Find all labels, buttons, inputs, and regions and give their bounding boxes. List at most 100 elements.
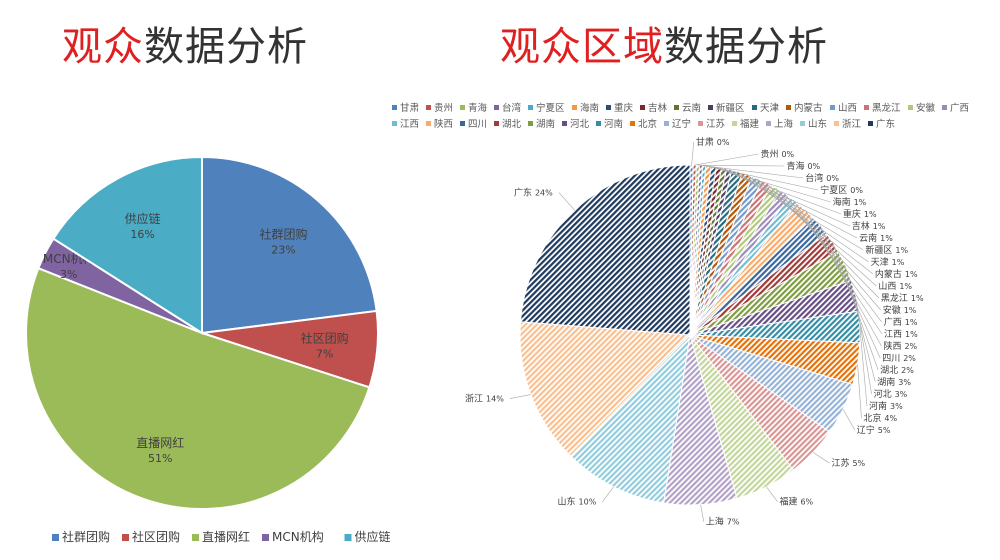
legend-marker: [460, 121, 465, 126]
slice-label: 吉林: [852, 220, 870, 232]
legend-label: 陕西: [434, 118, 453, 130]
slice-label: 贵州: [760, 148, 778, 160]
slice-label: 北京: [863, 412, 881, 424]
legend-label: 社区团购: [132, 529, 180, 544]
slice-label: 宁夏区: [820, 184, 847, 196]
slice-value: 1%: [854, 198, 867, 207]
slice-label: 新疆区: [865, 244, 892, 256]
leader-line: [602, 486, 614, 502]
slice-value: 7%: [727, 518, 740, 527]
legend-marker: [640, 105, 645, 110]
slice-label: 辽宁: [857, 424, 875, 436]
slice-label: 山东: [558, 496, 576, 508]
leader-line: [793, 199, 883, 335]
pie-slice-山东: [570, 333, 691, 504]
legend-marker: [674, 105, 679, 110]
legend-marker: [192, 534, 199, 541]
pie-slice-浙江: [519, 321, 692, 457]
legend-label: 北京: [638, 118, 657, 130]
legend-marker: [664, 121, 669, 126]
slice-value: 1%: [899, 282, 912, 291]
slice-label: 福建: [779, 496, 797, 508]
slice-value: 3%: [890, 402, 903, 411]
slice-value: 3%: [895, 390, 908, 399]
slice-label: 陕西: [883, 340, 901, 352]
legend-label: 山东: [808, 118, 827, 130]
legend-label: 广东: [876, 118, 895, 130]
leader-line: [857, 363, 862, 419]
slice-value: 1%: [892, 258, 905, 267]
leader-line: [697, 164, 785, 167]
leader-line: [859, 327, 868, 407]
slice-value: 1%: [873, 222, 886, 231]
slice-value: 0%: [807, 162, 820, 171]
right-chart-title: 观众区域数据分析: [500, 14, 828, 72]
slice-label: 青海: [786, 160, 804, 172]
legend-label: 浙江: [842, 118, 862, 130]
slice-label: 江西: [884, 329, 902, 340]
legend-marker: [868, 121, 873, 126]
legend-label: 湖南: [536, 118, 555, 130]
legend-label: 内蒙古: [794, 102, 823, 114]
legend-label: 社群团购: [62, 529, 110, 544]
slice-value: 7%: [316, 348, 333, 361]
legend-marker: [766, 121, 771, 126]
legend-marker: [392, 121, 397, 126]
leader-line: [812, 452, 830, 464]
legend-label: 广西: [950, 102, 969, 114]
slice-value: 1%: [904, 306, 917, 315]
leader-line: [746, 174, 874, 275]
legend-marker: [426, 121, 431, 126]
slice-value: 5%: [852, 459, 865, 468]
slice-label: 浙江: [465, 393, 483, 405]
slice-value: 2%: [901, 366, 914, 375]
pie-slice-社群团购: [201, 155, 378, 335]
left-chart-title: 观众数据分析: [62, 14, 308, 72]
legend-label: 河北: [570, 118, 590, 130]
slice-value: 0%: [781, 150, 794, 159]
slice-value: 0%: [850, 186, 863, 195]
legend-marker: [630, 121, 635, 126]
slice-value: 6%: [800, 498, 813, 507]
slice-value: 51%: [148, 452, 172, 465]
legend-label: 四川: [468, 119, 487, 130]
legend-marker: [708, 105, 713, 110]
legend-marker: [834, 121, 839, 126]
slice-value: 3%: [60, 268, 77, 281]
legend-marker: [344, 534, 352, 541]
legend-marker: [698, 121, 703, 126]
legend-marker: [122, 534, 129, 541]
leader-line: [784, 193, 882, 323]
slice-value: 1%: [895, 246, 908, 255]
leader-line: [775, 188, 881, 311]
slice-label: 山西: [878, 281, 896, 292]
legend-label: 重庆: [614, 102, 634, 114]
leader-line: [700, 504, 705, 522]
pie-slice-供应链: [52, 155, 203, 335]
legend-marker: [262, 534, 269, 541]
legend-marker: [494, 105, 499, 110]
leader-line: [842, 408, 856, 431]
slice-label: 海南: [833, 196, 851, 208]
legend-marker: [460, 105, 465, 110]
legend-label: 辽宁: [672, 118, 691, 130]
legend-label: 供应链: [355, 529, 391, 544]
slice-label: 内蒙古: [875, 268, 902, 280]
legend-marker: [908, 105, 913, 110]
legend-marker: [786, 105, 791, 110]
slice-label: 河南: [869, 400, 887, 412]
legend-marker: [830, 105, 835, 110]
slice-label: 直播网红: [136, 435, 184, 450]
slice-label: 上海: [706, 516, 724, 528]
legend-label: 天津: [760, 103, 780, 114]
slice-value: 5%: [878, 426, 891, 435]
slice-label: 安徽: [883, 304, 901, 316]
legend-marker: [864, 105, 869, 110]
legend-label: 青海: [468, 102, 488, 114]
legend-label: 福建: [740, 118, 760, 130]
legend-label: 贵州: [434, 102, 453, 114]
title-highlight: 观众: [62, 24, 144, 70]
slice-value: 2%: [903, 354, 916, 363]
legend-marker: [800, 121, 805, 126]
leader-line: [509, 394, 531, 399]
